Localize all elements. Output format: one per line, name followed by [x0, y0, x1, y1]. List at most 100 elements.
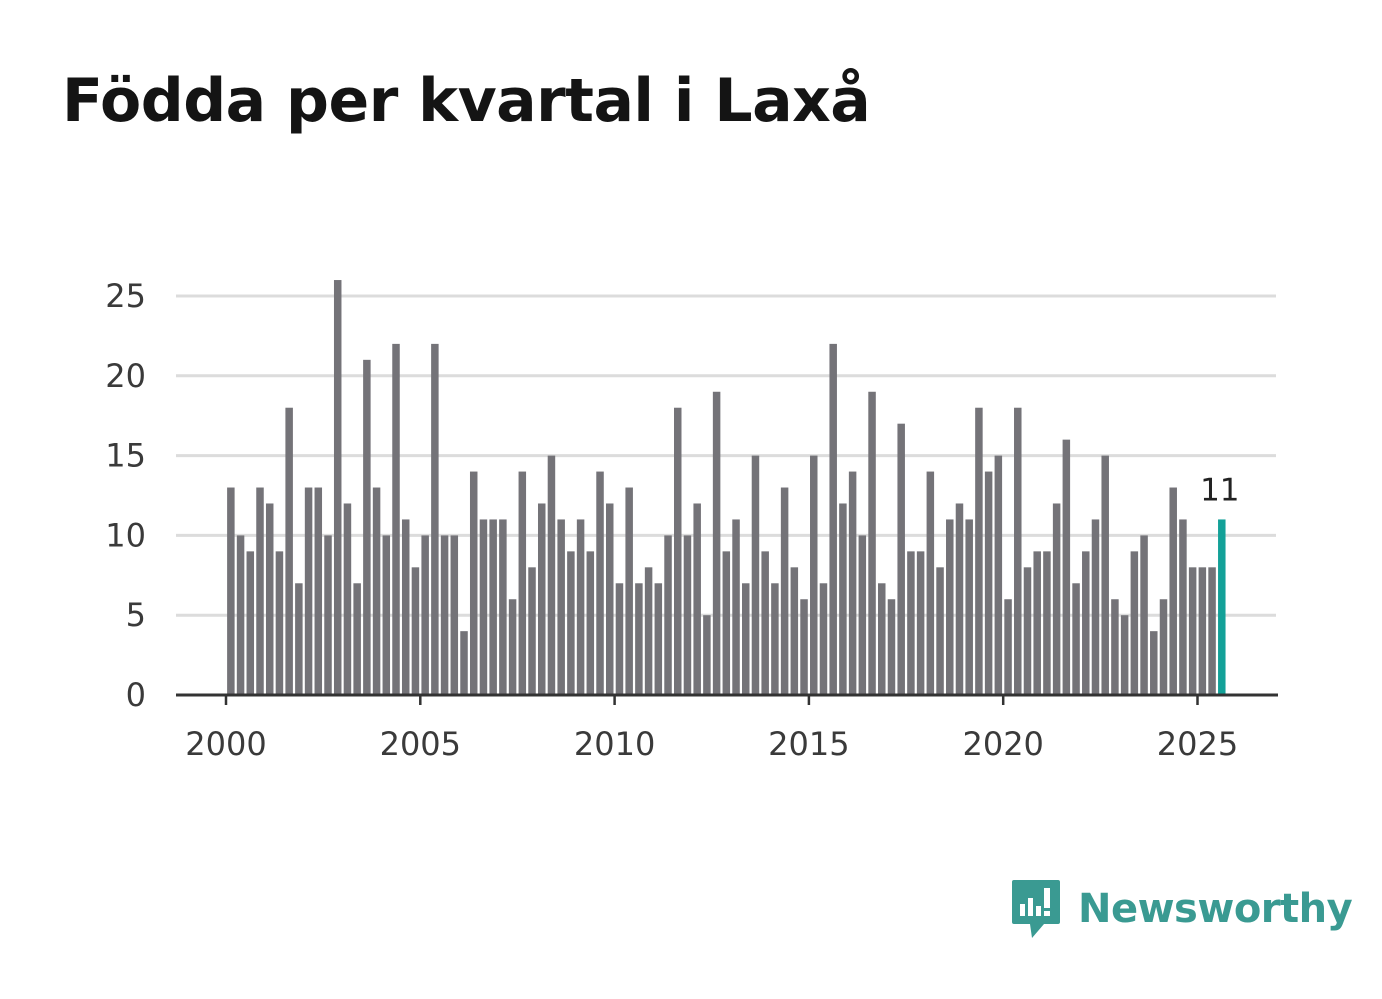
- bar: [372, 487, 381, 695]
- bar: [275, 551, 284, 695]
- bar: [421, 535, 429, 695]
- bar: [1208, 567, 1216, 695]
- bar: [265, 503, 274, 695]
- newsworthy-logo-icon: [1012, 880, 1060, 938]
- bar: [1150, 631, 1158, 695]
- bar: [1140, 535, 1148, 695]
- y-tick-label: 5: [126, 596, 146, 634]
- bar: [693, 503, 701, 695]
- bar: [858, 535, 867, 695]
- bar: [839, 503, 847, 695]
- bar: [1130, 551, 1139, 695]
- bar: [887, 599, 896, 695]
- bar: [829, 343, 837, 695]
- bar: [479, 519, 488, 695]
- bar: [868, 391, 876, 695]
- bar: [848, 471, 857, 695]
- bar: [897, 423, 905, 695]
- bar: [557, 519, 565, 695]
- bar: [625, 487, 633, 695]
- y-tick-label: 25: [105, 277, 146, 315]
- bar: [703, 615, 711, 695]
- bar: [1014, 407, 1022, 695]
- bar: [654, 583, 663, 695]
- y-tick-label: 20: [105, 357, 146, 395]
- x-tick-label: 2010: [574, 725, 655, 763]
- bar: [975, 407, 983, 695]
- bar: [1111, 599, 1119, 695]
- bar: [771, 583, 779, 695]
- bar: [994, 455, 1003, 695]
- bar: [518, 471, 527, 695]
- page-title: Födda per kvartal i Laxå: [62, 66, 871, 136]
- latest-value-label: 11: [1200, 472, 1239, 508]
- bar: [926, 471, 935, 695]
- bar: [469, 471, 478, 695]
- bar: [683, 535, 692, 695]
- bar: [411, 567, 420, 695]
- bar: [576, 519, 585, 695]
- bar: [965, 519, 973, 695]
- x-tick-label: 2020: [962, 725, 1043, 763]
- x-axis: [176, 693, 1278, 705]
- bar: [343, 503, 352, 695]
- bar: [489, 519, 497, 695]
- x-tick-label: 2000: [185, 725, 266, 763]
- bar: [1043, 551, 1051, 695]
- bar: [1198, 567, 1207, 695]
- bar: [1101, 455, 1109, 695]
- bar: [800, 599, 808, 695]
- bar: [333, 280, 342, 695]
- bar: [450, 535, 459, 695]
- bar: [664, 535, 672, 695]
- bar: [596, 471, 604, 695]
- y-tick-label: 15: [105, 437, 146, 475]
- bar: [246, 551, 255, 695]
- bar: [722, 551, 731, 695]
- bar: [878, 583, 886, 695]
- bar: [644, 567, 653, 695]
- bar: [392, 343, 400, 695]
- bar: [1062, 439, 1071, 695]
- bar: [1159, 599, 1168, 695]
- bar: [751, 455, 760, 695]
- bars: [227, 280, 1226, 695]
- x-tick-label: 2005: [380, 725, 461, 763]
- bar: [1023, 567, 1032, 695]
- bar: [1188, 567, 1197, 695]
- bar: [1179, 519, 1187, 695]
- x-tick-label: 2015: [768, 725, 849, 763]
- bar: [508, 599, 517, 695]
- bar: [537, 503, 546, 695]
- bar: [1169, 487, 1177, 695]
- bar: [810, 455, 818, 695]
- bar: [1091, 519, 1100, 695]
- bar: [780, 487, 789, 695]
- bar: [615, 583, 624, 695]
- bar: [761, 551, 769, 695]
- bar: [712, 391, 721, 695]
- bar: [1033, 551, 1041, 695]
- bar: [790, 567, 799, 695]
- x-tick-label: 2025: [1157, 725, 1238, 763]
- bar: [256, 487, 264, 695]
- bar: [236, 535, 245, 695]
- bar: [1004, 599, 1012, 695]
- bar: [635, 583, 643, 695]
- bar: [567, 551, 575, 695]
- newsworthy-logo: Newsworthy: [1010, 878, 1353, 940]
- bar: [440, 535, 449, 695]
- bar: [605, 503, 614, 695]
- bar-latest: [1218, 519, 1226, 695]
- bar: [528, 567, 536, 695]
- bar: [460, 631, 468, 695]
- y-tick-label: 0: [126, 676, 146, 714]
- y-tick-label: 10: [105, 516, 146, 554]
- bar: [314, 487, 323, 695]
- bar: [946, 519, 954, 695]
- bar: [819, 583, 828, 695]
- bar: [547, 455, 556, 695]
- bar: [916, 551, 925, 695]
